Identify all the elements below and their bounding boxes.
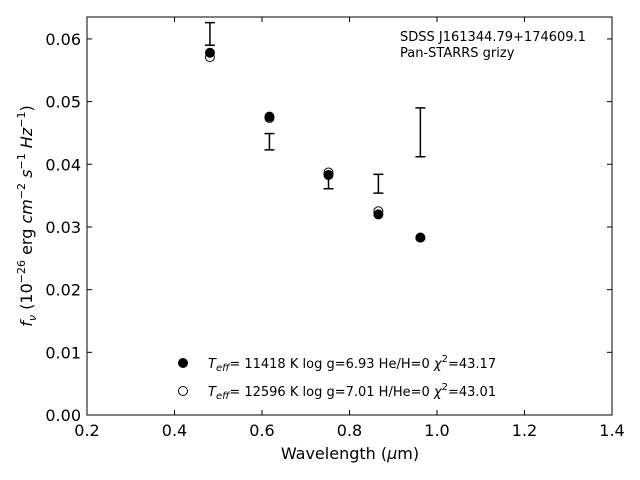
legend-entry-1: Teff= 11418 K log g=6.93 He/H=0 χ2=43.17 — [208, 354, 496, 374]
legend-marker-open — [178, 386, 188, 396]
x-tick-label: 0.8 — [337, 421, 362, 440]
x-tick-label: 0.6 — [249, 421, 274, 440]
x-tick-label: 1.4 — [599, 421, 624, 440]
y-tick-label: 0.01 — [45, 343, 81, 362]
x-tick-label: 1.2 — [512, 421, 537, 440]
observed-errorbar — [373, 173, 384, 194]
x-axis-label: Wavelength (μm) — [281, 444, 419, 463]
y-tick-label: 0.06 — [45, 30, 81, 49]
y-tick-label: 0.00 — [45, 406, 81, 425]
model-points — [204, 47, 426, 243]
annotation-survey: Pan-STARRS grizy — [400, 46, 515, 61]
observed-errorbar — [204, 21, 215, 46]
y-axis-label: fν (10−26 erg cm−2 s−1 Hz−1) — [15, 105, 39, 326]
model-point-open — [415, 232, 426, 243]
model-point-open — [373, 206, 384, 217]
x-tick-label: 0.4 — [162, 421, 187, 440]
model-point-filled — [373, 209, 384, 220]
y-tick-label: 0.02 — [45, 281, 81, 300]
legend-entry-2: Teff= 12596 K log g=7.01 H/He=0 χ2=43.01 — [208, 382, 496, 402]
y-tick-label: 0.04 — [45, 155, 81, 174]
legend: Teff= 11418 K log g=6.93 He/H=0 χ2=43.17… — [178, 354, 496, 402]
model-point-open — [264, 112, 275, 123]
model-point-filled — [323, 169, 334, 180]
axis-ticks: 0.2 0.4 0.6 0.8 1.0 1.2 1.4 0.00 0.01 0.02 0.03 0.0… — [45, 17, 625, 440]
x-tick-label: 1.0 — [424, 421, 449, 440]
model-point-open — [323, 167, 334, 178]
model-point-open — [204, 52, 215, 63]
x-tick-label: 0.2 — [74, 421, 99, 440]
legend-marker-filled — [178, 358, 188, 368]
y-tick-label: 0.03 — [45, 218, 81, 237]
observed-errorbar — [264, 132, 275, 151]
observed-errorbar — [415, 107, 426, 158]
plot-frame — [86, 16, 613, 416]
annotation-object-name: SDSS J161344.79+174609.1 — [400, 30, 586, 45]
y-tick-label: 0.05 — [45, 93, 81, 112]
